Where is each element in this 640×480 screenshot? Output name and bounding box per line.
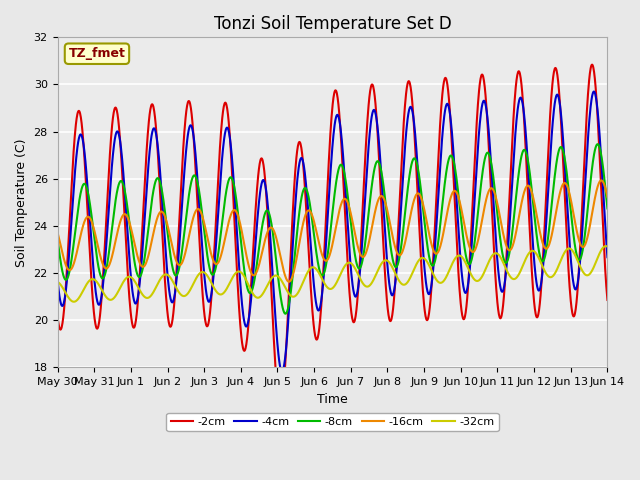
-4cm [604,254,611,260]
X-axis label: Time: Time [317,393,348,406]
-4cm [163,259,170,265]
-32cm [539,264,547,269]
-2cm [588,62,596,68]
-2cm [163,299,170,304]
-2cm [237,334,245,339]
-8cm [163,221,170,227]
Legend: -2cm, -4cm, -8cm, -16cm, -32cm: -2cm, -4cm, -8cm, -16cm, -32cm [166,413,499,432]
-4cm [590,89,598,95]
Y-axis label: Soil Temperature (C): Soil Temperature (C) [15,138,28,266]
-32cm [490,251,498,257]
-2cm [539,264,547,270]
-8cm [539,259,547,264]
-4cm [539,270,547,276]
Line: -32cm: -32cm [58,246,607,302]
-8cm [490,180,498,185]
-8cm [604,205,611,211]
-4cm [176,236,184,241]
-32cm [70,299,78,305]
-32cm [419,255,426,261]
Line: -4cm: -4cm [58,92,607,372]
-16cm [176,263,184,268]
-8cm [237,242,245,248]
-2cm [54,313,61,319]
-16cm [598,178,605,183]
-4cm [419,234,426,240]
-32cm [238,270,246,276]
-16cm [604,194,611,200]
-2cm [276,403,284,408]
Line: -8cm: -8cm [58,144,607,314]
-32cm [54,279,61,285]
Line: -2cm: -2cm [58,65,607,406]
-8cm [282,311,289,317]
-16cm [163,218,170,224]
-2cm [490,248,498,254]
-16cm [54,229,61,235]
-32cm [604,244,611,250]
-16cm [490,189,498,194]
Text: TZ_fmet: TZ_fmet [68,47,125,60]
-16cm [419,198,426,204]
-8cm [176,262,184,268]
-16cm [237,226,245,232]
-16cm [285,279,293,285]
-32cm [177,291,184,297]
-2cm [604,297,611,303]
Line: -16cm: -16cm [58,180,607,282]
-4cm [278,369,285,374]
-8cm [419,197,426,203]
-32cm [163,272,171,277]
-32cm [602,243,610,249]
-2cm [419,276,426,282]
-2cm [176,207,184,213]
Title: Tonzi Soil Temperature Set D: Tonzi Soil Temperature Set D [214,15,451,33]
-8cm [594,141,602,147]
-4cm [54,276,61,282]
-8cm [54,236,61,242]
-4cm [490,207,498,213]
-4cm [237,294,245,300]
-16cm [539,240,547,245]
